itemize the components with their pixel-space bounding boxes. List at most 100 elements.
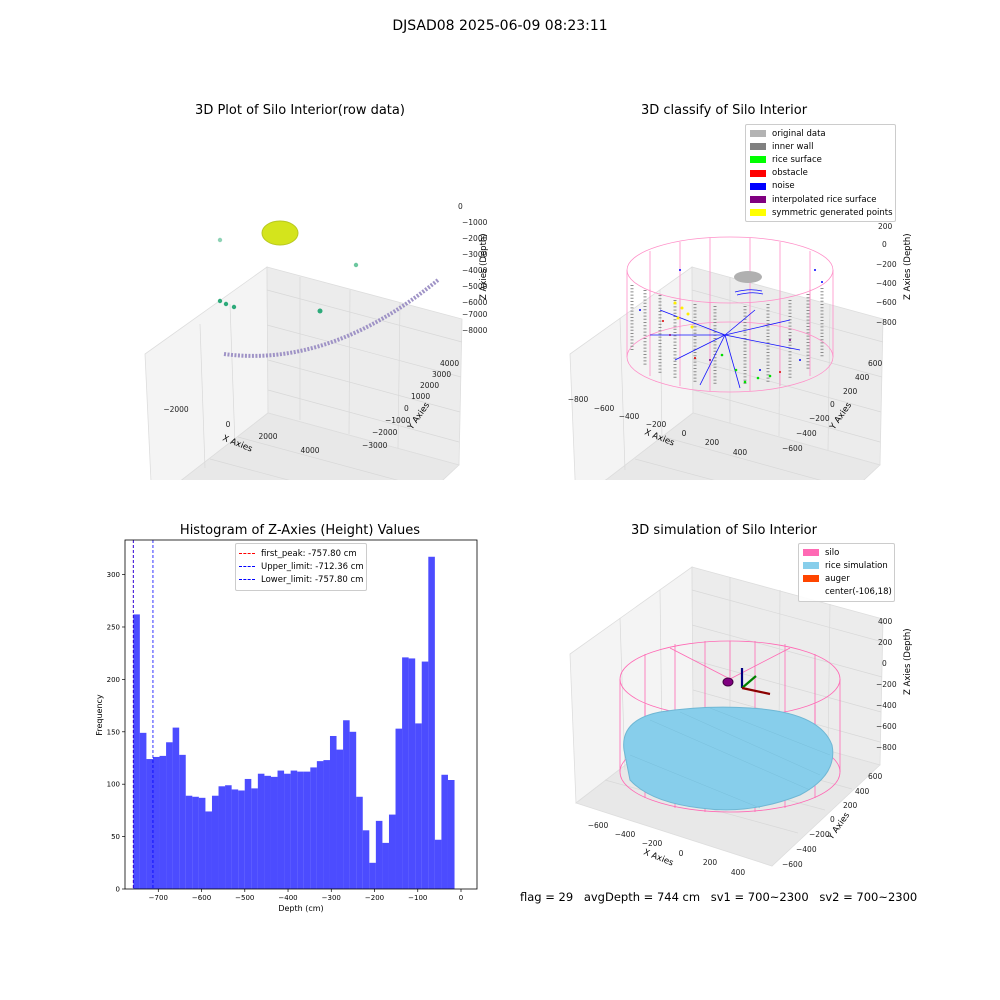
histogram-vlines (132, 540, 154, 889)
panel1-ytick: 1000 (411, 392, 430, 401)
histogram-legend: first_peak: -757.80 cm Upper_limit: -712… (235, 543, 367, 591)
panel1-outlier-point (231, 304, 237, 310)
panel2-ztick: 200 (878, 222, 893, 231)
panel1-outlier-point (217, 237, 223, 243)
panel1-title: 3D Plot of Silo Interior(row data) (195, 103, 405, 118)
panel1-zlabel: Z Axies (Depth) (479, 233, 489, 300)
panel3-histogram: −700 −600 −500 −400 −300 −200 −100 0 0 50 100 150 2… (95, 539, 478, 913)
panel4-ytick: 0 (830, 815, 835, 824)
panel1-xtick: 0 (226, 420, 231, 429)
panel4-ztick: −200 (876, 680, 897, 689)
histogram-bar (166, 742, 173, 889)
histogram-bar (284, 773, 291, 889)
legend-label: rice surface (772, 154, 822, 165)
panel1-ztick: −5000 (462, 282, 488, 291)
histogram-bar (251, 788, 258, 889)
panel1-gridlines (182, 277, 463, 480)
panel1-outlier-point (217, 298, 223, 304)
panel1-ztick: −7000 (462, 310, 488, 319)
flag-readout: flag = 29 (520, 890, 574, 904)
sv1-readout: sv1 = 700~2300 (710, 890, 809, 904)
legend-label: rice simulation (825, 560, 888, 571)
panel1-outlier-point (223, 301, 229, 307)
panel4-title: 3D simulation of Silo Interior (631, 523, 817, 538)
legend-swatch (803, 575, 819, 583)
legend-label: first_peak: -757.80 cm (261, 548, 357, 559)
histogram-ytick-label: 0 (116, 886, 120, 894)
panel2-obstacle-points (662, 320, 781, 373)
histogram-bar (447, 780, 455, 889)
histogram-frame (124, 539, 478, 890)
legend-swatch (750, 156, 766, 164)
legend-item-silo: silo (803, 546, 890, 559)
panel1-ytick: 4000 (440, 359, 459, 368)
histogram-bar (369, 862, 376, 889)
legend-label: original data (772, 128, 826, 139)
legend-label: Upper_limit: -712.36 cm (261, 561, 364, 572)
legend-item-noise: noise (750, 180, 891, 193)
legend-swatch (750, 169, 766, 177)
panel3-title: Histogram of Z-Axies (Height) Values (179, 523, 421, 538)
panel1-ztick: −6000 (462, 298, 488, 307)
legend-item-auger: auger (803, 572, 890, 585)
histogram-bar (336, 749, 344, 889)
legend-swatch (239, 579, 255, 581)
avg-depth-readout: avgDepth = 744 cm (583, 890, 701, 904)
legend-swatch (750, 182, 766, 190)
panel2-zlabel: Z Axies (Depth) (903, 233, 913, 300)
histogram-bar (362, 830, 370, 889)
figure-suptitle: DJSAD08 2025-06-09 08:23:11 (392, 18, 608, 34)
legend-label: silo (825, 547, 840, 558)
panel2-symmetric-points (673, 301, 694, 329)
histogram-xtick-label: 0 (459, 894, 463, 902)
panel1-ytick: −2000 (372, 428, 398, 437)
panel4-tick-labels: −600 −400 −200 0 200 400 600 400 200 0 −… (588, 617, 897, 877)
panel2-xtick: −600 (594, 404, 615, 413)
histogram-xtick-label: −700 (149, 894, 168, 902)
legend-item-obstacle: obstacle (750, 167, 891, 180)
histogram-bar (172, 727, 180, 889)
panel1-ytick: −3000 (362, 441, 388, 450)
histogram-bar (402, 657, 409, 889)
legend-label: noise (772, 181, 795, 192)
panel4-zlabel: Z Axies (Depth) (903, 628, 913, 695)
histogram-bar (231, 789, 239, 889)
panel1-ztick: −8000 (462, 326, 488, 335)
histogram-bar (421, 661, 429, 889)
panel4-plot: −600 −400 −200 0 200 400 600 400 200 0 −… (569, 566, 913, 877)
histogram-bar (211, 795, 219, 889)
legend-swatch (239, 553, 255, 555)
legend-swatch (803, 562, 819, 570)
panel4-rice-mesh (629, 707, 831, 809)
histogram-bar (343, 720, 350, 889)
histogram-bar (349, 731, 357, 889)
panel1-outlier-points (217, 237, 359, 314)
histogram-bar (159, 755, 167, 889)
panel1-xtick: 4000 (300, 446, 319, 455)
panel1-xtick: 2000 (258, 432, 277, 441)
histogram-ytick-label: 150 (107, 728, 120, 736)
histogram-bar (152, 756, 160, 889)
panel2-legend: original data inner wall rice surface ob… (745, 124, 896, 223)
legend-label: center(-106,18) (825, 587, 892, 598)
histogram-bar (133, 614, 140, 889)
panel1-outlier-point (317, 308, 323, 314)
histogram-bar (382, 842, 389, 889)
histogram-bar (238, 790, 245, 889)
panel4-ztick: −600 (876, 722, 897, 731)
panel1-ztick: −1000 (462, 218, 488, 227)
panel2-rice-surface-points (720, 353, 772, 384)
panel2-plot: −800 −600 −400 −200 0 200 400 600 400 20… (568, 222, 913, 480)
histogram-bar (303, 771, 311, 889)
legend-item-rice-surface: rice surface (750, 153, 891, 166)
panel1-ztick: −4000 (462, 266, 488, 275)
histogram-xtick-label: −400 (278, 894, 297, 902)
panel4-ytick: −600 (782, 860, 803, 869)
panel4-xtick: 400 (731, 868, 746, 877)
histogram-bar (408, 658, 416, 889)
panel2-ytick: 0 (830, 400, 835, 409)
status-footer: flag = 29 avgDepth = 744 cm sv1 = 700~23… (520, 890, 924, 904)
legend-label: interpolated rice surface (772, 194, 877, 205)
legend-swatch (750, 209, 766, 217)
histogram-ytick-label: 250 (107, 623, 120, 631)
